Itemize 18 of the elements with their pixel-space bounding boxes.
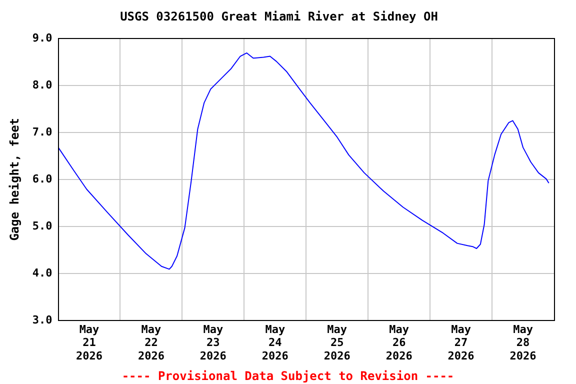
x-tick-label: May 24 2026 — [262, 322, 289, 362]
x-tick-label: May 28 2026 — [510, 322, 537, 362]
y-axis-title: Gage height, feet — [7, 118, 22, 241]
text: ---- Provisional Data Subject to Revision ---- — [122, 369, 454, 383]
y-tick-label: 5.0 — [32, 219, 52, 232]
x-tick-label: May 23 2026 — [200, 322, 227, 362]
y-tick-label: 3.0 — [32, 313, 52, 326]
y-tick-label: 8.0 — [32, 78, 52, 92]
chart-title: USGS 03261500 Great Miami River at Sidney OH — [120, 9, 438, 24]
x-tick-label: May 22 2026 — [138, 322, 165, 362]
y-tick-label: 6.0 — [32, 172, 52, 186]
x-tick-label: May 25 2026 — [324, 322, 351, 362]
x-tick-label: May 26 2026 — [386, 322, 413, 362]
y-tick-label: 9.0 — [32, 31, 52, 44]
y-tick-label: 7.0 — [32, 125, 52, 138]
x-tick-label: May 21 2026 — [76, 322, 103, 362]
y-tick-label: 4.0 — [32, 266, 52, 280]
x-tick-label: May 27 2026 — [448, 322, 475, 362]
